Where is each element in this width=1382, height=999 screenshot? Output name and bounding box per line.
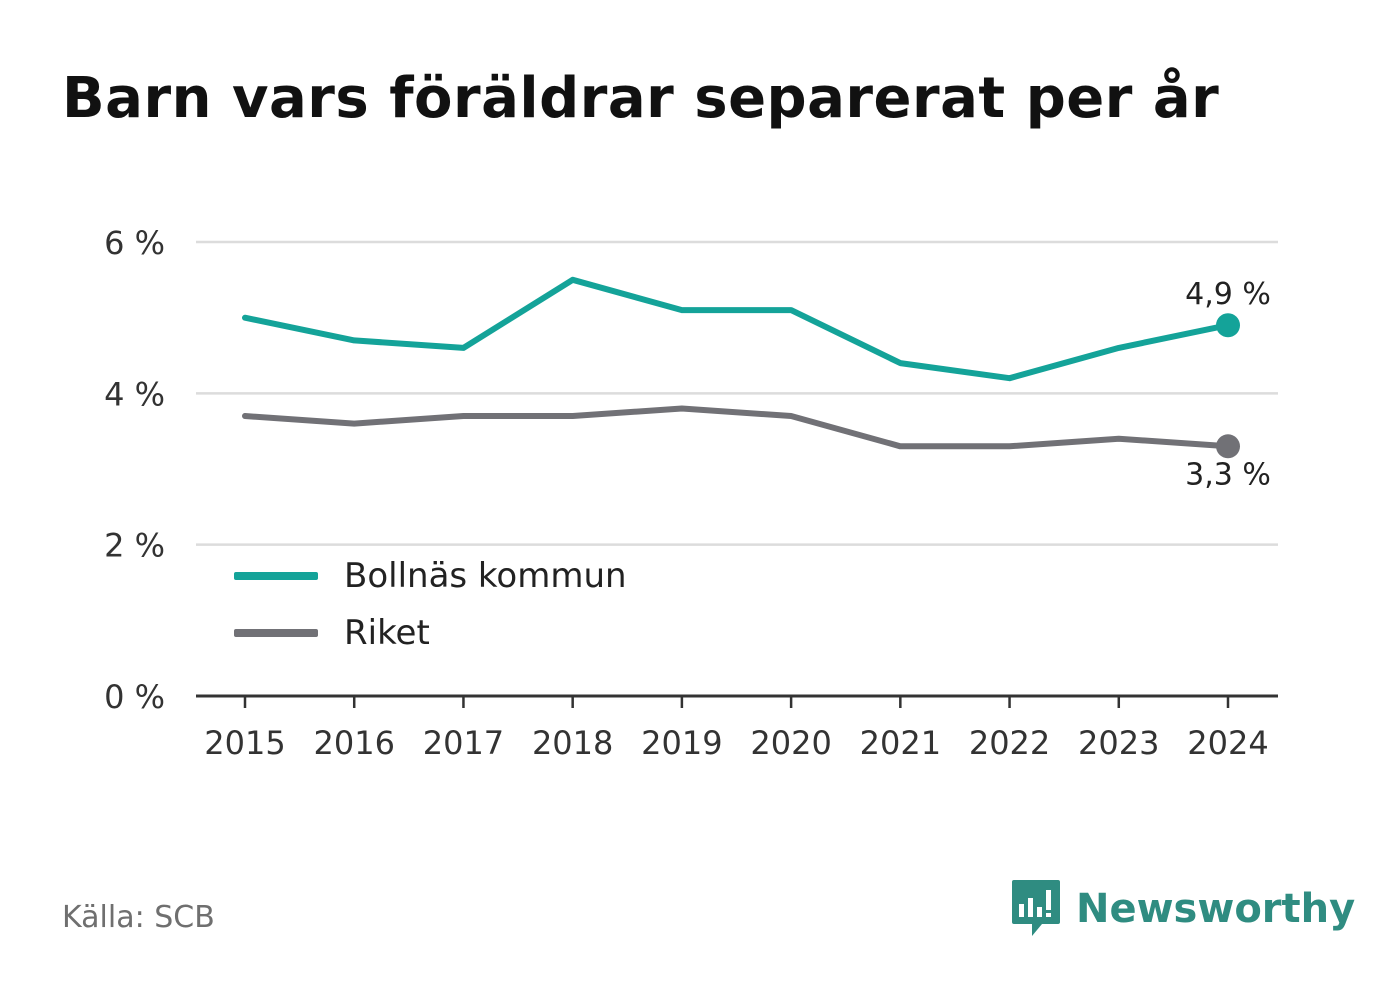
brand-name: Newsworthy: [1076, 886, 1356, 932]
legend-label: Riket: [344, 613, 430, 653]
x-tick-label: 2021: [860, 724, 941, 762]
x-tick-label: 2018: [532, 724, 613, 762]
x-tick-label: 2022: [969, 724, 1050, 762]
series-line-bollnas: [242, 276, 1231, 382]
y-axis-ticks: 0 % 2 % 4 % 6 %: [104, 224, 165, 716]
series-line-riket: [242, 405, 1231, 450]
x-tick-label: 2015: [204, 724, 285, 762]
x-axis: 2015 2016 2017 2018 2019 2020 2021 2022 2023 2024: [196, 694, 1278, 762]
y-tick-label: 0 %: [104, 678, 165, 716]
end-labels: 4,9 % 3,3 %: [1185, 277, 1271, 492]
x-tick-label: 2024: [1187, 724, 1268, 762]
x-tick-label: 2016: [314, 724, 395, 762]
legend-swatch: [234, 572, 318, 580]
legend-swatch: [234, 629, 318, 637]
legend-background: [226, 546, 656, 664]
x-tick-label: 2020: [750, 724, 831, 762]
source-note: Källa: SCB: [62, 900, 215, 935]
end-point-marker: [1216, 434, 1240, 459]
series-lines: [242, 276, 1240, 459]
y-tick-label: 2 %: [104, 527, 165, 565]
gridlines: [196, 240, 1278, 546]
y-tick-label: 4 %: [104, 375, 165, 413]
brand-logo[interactable]: Newsworthy: [1010, 878, 1355, 940]
end-value-label: 3,3 %: [1185, 457, 1271, 492]
end-point-marker: [1216, 313, 1240, 338]
chart-title: Barn vars föräldrar separerat per år: [62, 66, 1220, 131]
y-tick-label: 6 %: [104, 224, 165, 262]
end-value-label: 4,9 %: [1185, 277, 1271, 312]
x-tick-label: 2017: [423, 724, 504, 762]
x-tick-label: 2019: [641, 724, 722, 762]
x-tick-label: 2023: [1078, 724, 1159, 762]
legend-item-bollnas: Bollnäs kommun: [234, 556, 627, 596]
newsworthy-logo-icon: [1012, 880, 1060, 936]
legend-label: Bollnäs kommun: [344, 556, 627, 596]
legend-item-riket: Riket: [234, 613, 430, 653]
